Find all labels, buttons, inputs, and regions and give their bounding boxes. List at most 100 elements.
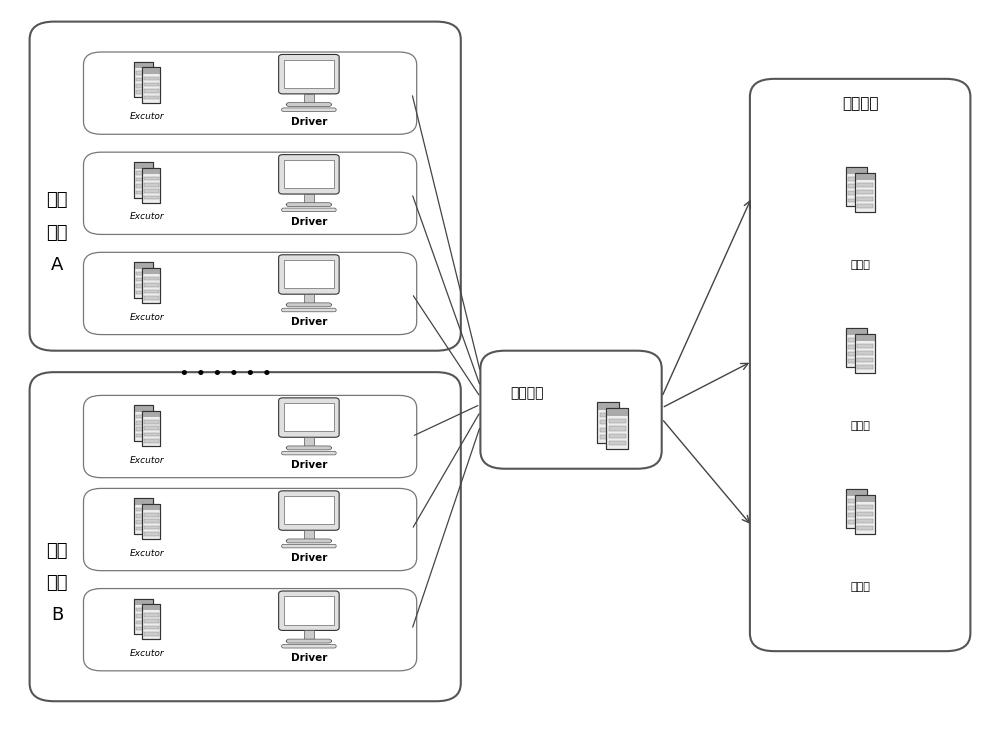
Bar: [284, 60, 334, 88]
Bar: [144, 613, 159, 617]
Bar: [134, 62, 153, 97]
Bar: [597, 402, 619, 410]
Bar: [136, 84, 151, 88]
Text: Excutor: Excutor: [130, 212, 165, 221]
Bar: [142, 67, 160, 103]
Bar: [144, 83, 159, 86]
Bar: [855, 334, 875, 341]
Bar: [304, 530, 314, 539]
Bar: [144, 439, 159, 442]
Bar: [144, 196, 159, 199]
Bar: [134, 262, 153, 298]
Bar: [144, 632, 159, 636]
Bar: [144, 177, 159, 180]
Bar: [848, 353, 865, 356]
Bar: [142, 268, 160, 303]
Bar: [304, 631, 314, 639]
Text: Excutor: Excutor: [130, 112, 165, 121]
Bar: [144, 277, 159, 280]
Text: 集群: 集群: [46, 575, 68, 592]
Bar: [846, 328, 867, 367]
Bar: [134, 599, 153, 634]
Bar: [846, 167, 867, 207]
Bar: [144, 426, 159, 430]
Bar: [136, 184, 151, 188]
Text: A: A: [51, 255, 63, 274]
Bar: [857, 358, 873, 362]
Bar: [284, 260, 334, 288]
FancyBboxPatch shape: [282, 645, 336, 648]
Bar: [136, 620, 151, 624]
Bar: [848, 339, 865, 342]
Bar: [304, 94, 314, 102]
Bar: [606, 408, 628, 416]
Bar: [857, 365, 873, 369]
Bar: [142, 411, 160, 446]
Bar: [136, 178, 151, 181]
Bar: [597, 402, 619, 443]
Bar: [136, 520, 151, 524]
Bar: [848, 513, 865, 518]
Bar: [846, 328, 867, 335]
Bar: [855, 173, 875, 180]
FancyBboxPatch shape: [84, 253, 417, 334]
Text: 物理: 物理: [46, 542, 68, 560]
FancyBboxPatch shape: [84, 52, 417, 134]
Bar: [846, 328, 867, 367]
Bar: [142, 604, 160, 639]
Bar: [142, 268, 160, 274]
Bar: [857, 183, 873, 187]
Bar: [136, 91, 151, 94]
Text: Excutor: Excutor: [130, 456, 165, 465]
Bar: [848, 177, 865, 181]
Bar: [848, 185, 865, 188]
Bar: [134, 405, 153, 441]
Bar: [142, 168, 160, 203]
FancyBboxPatch shape: [30, 22, 461, 350]
Text: 物理: 物理: [46, 191, 68, 210]
Bar: [609, 441, 626, 445]
Bar: [855, 334, 875, 373]
Bar: [142, 67, 160, 103]
Bar: [848, 507, 865, 510]
Bar: [144, 190, 159, 193]
Text: Driver: Driver: [291, 460, 327, 470]
Bar: [600, 428, 617, 431]
Bar: [304, 194, 314, 203]
Bar: [142, 168, 160, 203]
Bar: [857, 191, 873, 194]
FancyBboxPatch shape: [282, 451, 336, 455]
Bar: [136, 191, 151, 194]
FancyBboxPatch shape: [286, 102, 332, 107]
Bar: [136, 434, 151, 437]
Bar: [136, 291, 151, 294]
Bar: [857, 519, 873, 523]
Text: Driver: Driver: [291, 553, 327, 563]
Bar: [134, 599, 153, 605]
Bar: [857, 345, 873, 348]
Bar: [846, 489, 867, 529]
Bar: [284, 160, 334, 188]
Bar: [144, 433, 159, 437]
Bar: [848, 520, 865, 524]
Bar: [134, 62, 153, 69]
FancyBboxPatch shape: [282, 308, 336, 312]
FancyBboxPatch shape: [286, 446, 332, 450]
Bar: [136, 278, 151, 282]
Bar: [142, 504, 160, 510]
FancyBboxPatch shape: [84, 152, 417, 234]
Bar: [134, 262, 153, 269]
Text: 调度集群: 调度集群: [842, 96, 879, 112]
FancyBboxPatch shape: [286, 539, 332, 543]
Bar: [136, 627, 151, 631]
FancyBboxPatch shape: [279, 55, 339, 94]
Bar: [855, 495, 875, 502]
Bar: [136, 514, 151, 518]
Bar: [134, 62, 153, 97]
Bar: [142, 504, 160, 539]
Bar: [609, 434, 626, 438]
Bar: [144, 283, 159, 287]
Bar: [855, 173, 875, 212]
Text: Excutor: Excutor: [130, 312, 165, 322]
Text: B: B: [51, 607, 63, 624]
